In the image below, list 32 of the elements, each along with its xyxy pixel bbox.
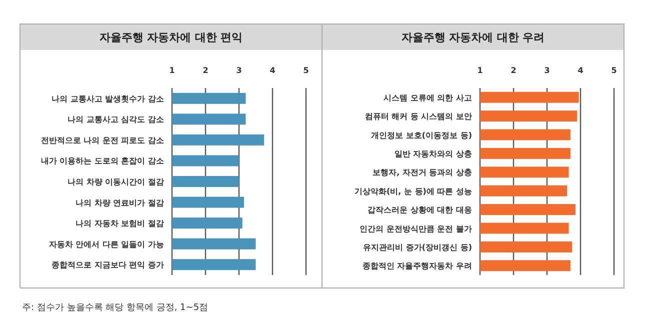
x-tick-label: 2 [202,66,208,75]
y-tick-label: 일반 자동차와의 상충 [394,149,472,158]
x-tick-label: 3 [236,66,242,75]
x-tick-label: 1 [477,66,484,75]
x-tick-label: 3 [544,66,550,75]
y-tick-label: 자동차 안에서 다른 일들이 가능 [48,240,164,249]
y-tick-label: 전반적으로 나의 운전 피로도 감소 [40,136,164,145]
y-tick-label: 개인정보 보호(이동정보 등) [371,130,472,140]
x-tick-label: 1 [169,66,176,75]
y-tick-label: 시스템 오류에 의한 사고 [384,93,472,102]
y-tick-label: 컴퓨터 해커 등 시스템의 보안 [364,112,472,122]
y-tick-label: 나의 자동차 보험비 절감 [76,219,164,228]
x-tick-label: 4 [578,66,584,75]
chart-title: 자율주행 자동차에 대한 편익 [99,31,243,44]
y-tick-label: 기상악화(비, 눈 등)에 따른 성능 [354,186,472,196]
y-tick-label: 종합적으로 지금보다 편익 증가 [52,260,164,270]
y-tick-label: 나의 차량 이동시간이 절감 [68,178,164,186]
x-tick-label: 4 [270,66,276,75]
y-tick-label: 인간의 운전방식만큼 운전 불가 [360,224,472,234]
y-tick-label: 나의 교통사고 심각도 감소 [68,115,164,124]
x-tick-label: 5 [303,66,310,75]
y-tick-label: 종합적인 자율주행자동차 우려 [362,262,472,271]
x-tick-label: 5 [611,66,618,75]
y-tick-label: 갑작스러운 상황에 대한 대응 [368,206,472,215]
y-tick-label: 나의 교통사고 발생횟수가 감소 [52,94,164,104]
text: 주: 점수가 높을수록 해당 항목에 긍정, 1~5점 [22,303,208,313]
chart-title: 자율주행 자동차에 대한 우려 [401,31,545,44]
y-tick-label: 유지관리비 증가(장비갱신 등) [363,242,472,252]
y-tick-label: 내가 이용하는 도로의 혼잡이 감소 [40,156,164,166]
x-tick-label: 2 [510,66,516,75]
y-tick-label: 나의 차량 연료비가 절감 [76,198,164,208]
y-tick-label: 보행자, 자전거 등과의 상충 [372,168,472,178]
